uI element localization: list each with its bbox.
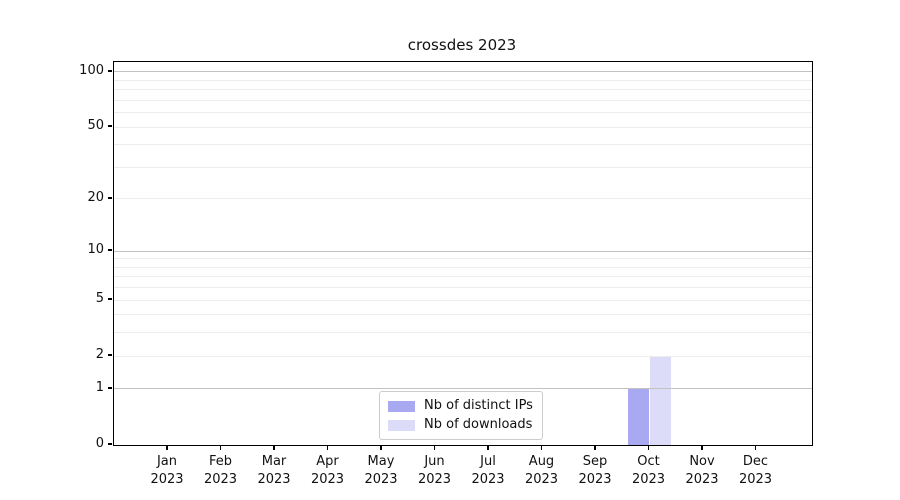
x-tick-mark (754, 446, 757, 450)
y-tick-label: 10 (87, 242, 104, 258)
gridline-minor (114, 89, 812, 91)
gridline-minor (114, 198, 812, 200)
x-tick-label: Dec 2023 (738, 454, 773, 487)
x-tick-mark (433, 446, 436, 450)
x-tick-mark (647, 446, 650, 450)
x-tick-label: Oct 2023 (631, 454, 666, 487)
y-tick-mark (108, 249, 112, 251)
legend-label-downloads: Nb of downloads (424, 417, 533, 432)
x-tick-label: Jul 2023 (471, 454, 505, 487)
x-tick-label: Feb 2023 (203, 454, 238, 487)
x-tick-mark (219, 446, 222, 450)
y-tick-mark (108, 354, 112, 356)
gridline-major (114, 388, 812, 390)
gridline-minor (114, 332, 812, 334)
x-tick-label: Nov 2023 (685, 454, 719, 487)
y-tick-label: 20 (87, 189, 104, 205)
legend: Nb of distinct IPs Nb of downloads (379, 391, 543, 440)
bar-downloads (649, 356, 671, 445)
y-tick-mark (108, 197, 112, 199)
y-tick-mark (108, 70, 112, 72)
y-tick-mark (108, 125, 112, 127)
y-tick-label: 2 (95, 347, 104, 363)
gridline-major (114, 250, 812, 252)
legend-item-downloads: Nb of downloads (388, 417, 533, 433)
x-tick-label: Jan 2023 (150, 454, 184, 487)
gridline-minor (114, 314, 812, 316)
x-tick-label: Mar 2023 (257, 454, 291, 487)
gridline-minor (114, 355, 812, 357)
plot-area: Nb of distinct IPs Nb of downloads (113, 61, 813, 446)
legend-item-distinct-ips: Nb of distinct IPs (388, 398, 533, 414)
y-tick-mark (108, 298, 112, 300)
x-tick-mark (701, 446, 703, 450)
x-tick-label: Jun 2023 (417, 454, 452, 487)
gridline-minor (114, 258, 812, 260)
legend-swatch-distinct-ips-icon (388, 400, 415, 412)
bar-distinct-ips (628, 388, 650, 445)
gridline-major (114, 71, 812, 73)
x-tick-mark (273, 446, 275, 450)
gridline-minor (114, 79, 812, 81)
x-tick-mark (540, 446, 543, 450)
y-tick-mark (108, 443, 112, 445)
legend-label-distinct-ips: Nb of distinct IPs (424, 398, 533, 413)
gridline-minor (114, 144, 812, 146)
x-tick-label: May 2023 (364, 454, 398, 487)
chart-title: crossdes 2023 (407, 36, 517, 54)
gridline-minor (114, 299, 812, 301)
x-tick-mark (166, 446, 168, 450)
y-tick-label: 1 (95, 379, 104, 395)
y-tick-label: 5 (95, 291, 104, 307)
gridline-minor (114, 166, 812, 168)
x-tick-label: Apr 2023 (310, 454, 345, 487)
x-tick-label: Aug 2023 (524, 454, 559, 487)
x-tick-mark (487, 446, 489, 450)
x-tick-label: Sep 2023 (578, 454, 612, 487)
y-tick-label: 50 (87, 118, 104, 134)
x-tick-mark (380, 446, 382, 450)
y-tick-label: 0 (95, 436, 104, 451)
gridline-minor (114, 287, 812, 289)
gridline-minor (114, 126, 812, 128)
gridline-minor (114, 266, 812, 268)
x-tick-mark (594, 446, 596, 450)
x-tick-mark (326, 446, 329, 450)
y-tick-mark (108, 387, 112, 389)
gridline-minor (114, 276, 812, 278)
gridline-minor (114, 112, 812, 114)
y-tick-label: 100 (79, 62, 104, 78)
gridline-minor (114, 99, 812, 101)
legend-swatch-downloads-icon (388, 419, 415, 431)
